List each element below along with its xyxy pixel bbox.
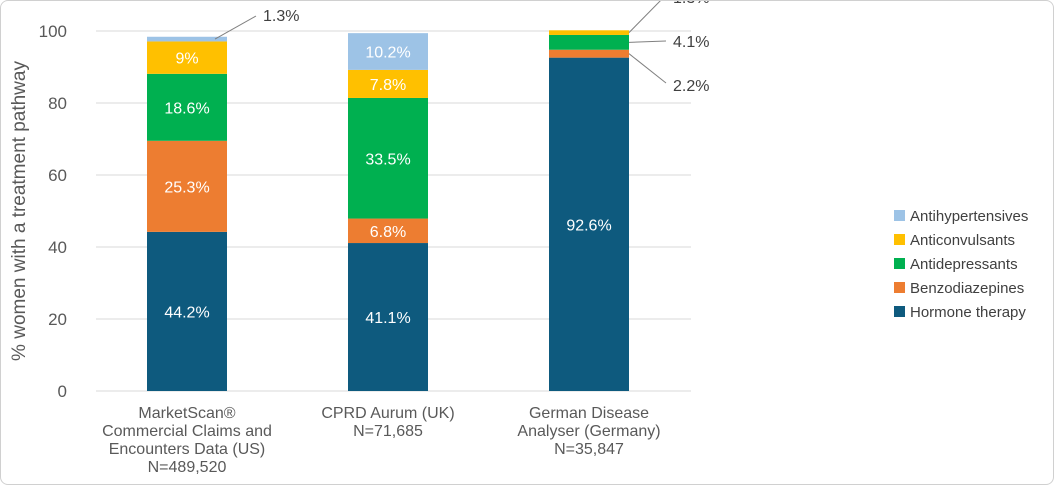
callout-leader-line [214,15,257,40]
data-label: 18.6% [164,100,209,117]
x-tick-label: German Disease [529,405,649,422]
callout-label: 2.2% [673,78,709,95]
callout-layer: 1.3% 1.3% 4.1% 2.2% [214,1,709,95]
x-tick-label: N=35,847 [554,441,624,458]
y-tick-label: 0 [58,382,67,401]
legend-label: Anticonvulsants [910,232,1015,249]
callout-leader-line [628,53,667,84]
x-tick-label: N=71,685 [353,423,423,440]
y-tick-label: 60 [48,166,67,185]
data-label: 9% [175,51,198,68]
legend-label: Hormone therapy [910,304,1026,321]
data-label: 92.6% [566,217,611,234]
y-tick-label: 80 [48,94,67,113]
data-label: 33.5% [365,151,410,168]
bar-segment [348,69,428,98]
data-label: 44.2% [164,304,209,321]
x-tick-label: Encounters Data (US) [109,441,266,458]
callout-leader-line [628,40,667,43]
axis-layer: 0 20 40 60 80 100 % women with a treatment pat… [9,22,661,476]
legend-swatch [894,210,905,221]
data-label: 25.3% [164,179,209,196]
data-label: 41.1% [365,310,410,327]
data-label: 10.2% [365,45,410,62]
bar-segment [147,41,227,74]
legend-label: Benzodiazepines [910,280,1024,297]
x-tick-label: Commercial Claims and [102,423,272,440]
legend-layer: Antihypertensives Anticonvulsants Antidepr… [894,208,1028,321]
bar-segment [549,30,629,35]
bar-segment [147,73,227,141]
x-tick-label: N=489,520 [148,459,227,476]
bar-segment [348,218,428,244]
data-label: 6.8% [370,224,406,241]
y-axis-title: % women with a treatment pathway [9,61,30,361]
callout-label: 4.1% [673,34,709,51]
legend-swatch [894,306,905,317]
bar-segment [549,34,629,50]
bar-segment [348,97,428,219]
callout-label: 1.3% [673,1,709,7]
x-tick-label: Analyser (Germany) [517,423,660,440]
x-tick-label: MarketScan® [138,405,235,422]
bar-segment [549,57,629,391]
legend-swatch [894,234,905,245]
bar-segment [147,140,227,232]
bar-segment [147,36,227,42]
callout-leader-line [628,1,661,33]
x-tick-label: CPRD Aurum (UK) [321,405,454,422]
bar-layer: 44.2% 25.3% 18.6% 9% 41.1% 6.8% 33.5% 7.8% 10.2%… [147,30,629,391]
bar-segment [147,231,227,391]
y-tick-label: 20 [48,310,67,329]
legend-swatch [894,282,905,293]
legend-swatch [894,258,905,269]
bar-segment [549,49,629,58]
legend-label: Antidepressants [910,256,1018,273]
legend-label: Antihypertensives [910,208,1028,225]
bar-segment [348,243,428,391]
y-tick-label: 40 [48,238,67,257]
data-label: 7.8% [370,77,406,94]
bar-segment [348,33,428,70]
callout-label: 1.3% [263,8,299,25]
y-tick-label: 100 [39,22,67,41]
